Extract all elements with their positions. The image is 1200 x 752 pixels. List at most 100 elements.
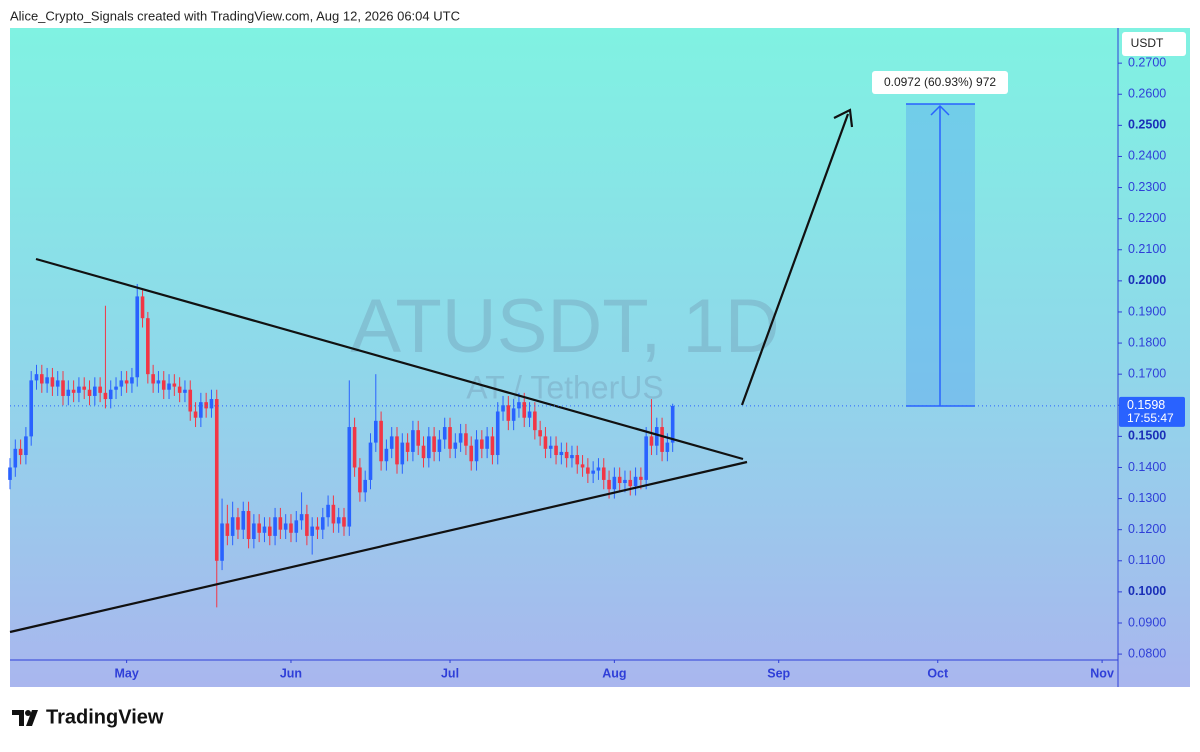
y-tick-label: 0.2000 bbox=[1128, 273, 1166, 287]
candle-body bbox=[172, 383, 177, 387]
candle-body bbox=[464, 433, 468, 446]
x-tick-label: Nov bbox=[1090, 666, 1114, 680]
candle-body bbox=[347, 427, 352, 527]
measure-arrow-head bbox=[930, 104, 950, 116]
candle-body bbox=[119, 380, 124, 387]
candle-body bbox=[299, 514, 304, 521]
candle-body bbox=[130, 377, 134, 384]
measure-label-box bbox=[872, 71, 1008, 94]
candle-body bbox=[527, 411, 532, 418]
candle-body bbox=[607, 479, 611, 490]
candle-body bbox=[490, 436, 495, 456]
candle-body bbox=[644, 436, 648, 480]
candle-body bbox=[336, 517, 341, 524]
candle-body bbox=[522, 402, 527, 418]
arrow-shaft bbox=[740, 113, 850, 406]
candle-body bbox=[8, 467, 12, 480]
candle-body bbox=[596, 467, 601, 471]
candle-body bbox=[82, 386, 87, 390]
y-tick-label: 0.2400 bbox=[1128, 149, 1166, 163]
y-tick-label: 0.1200 bbox=[1128, 522, 1166, 536]
candle-body bbox=[193, 411, 198, 418]
candle-body bbox=[151, 374, 155, 384]
candle-body bbox=[554, 445, 558, 456]
x-tick-label: Oct bbox=[927, 666, 949, 680]
candle-body bbox=[177, 386, 182, 393]
candle-body bbox=[34, 374, 39, 381]
plot-background bbox=[10, 28, 1190, 687]
candle-body bbox=[506, 405, 511, 421]
x-tick-label: May bbox=[114, 666, 138, 680]
candle-body bbox=[103, 392, 108, 400]
candle-body bbox=[225, 523, 230, 536]
candle-body bbox=[77, 386, 81, 393]
candle-body bbox=[98, 386, 102, 393]
watermark-symbol: ATUSDT, 1D bbox=[350, 284, 779, 369]
candle-body bbox=[252, 523, 256, 540]
candle-body bbox=[623, 479, 627, 484]
candle-body bbox=[61, 380, 65, 396]
trendline-lower bbox=[9, 460, 748, 634]
candle-body bbox=[400, 442, 405, 465]
candle-body bbox=[533, 411, 537, 431]
y-tick-label: 0.0800 bbox=[1128, 646, 1166, 660]
y-tick-label: 0.2500 bbox=[1128, 118, 1166, 132]
candle-body bbox=[24, 436, 28, 456]
candle-body bbox=[188, 389, 193, 412]
y-tick-label: 0.2300 bbox=[1128, 180, 1166, 194]
candle-body bbox=[230, 517, 235, 536]
candle-body bbox=[66, 389, 71, 396]
candle-body bbox=[204, 402, 208, 409]
y-tick-label: 0.2700 bbox=[1128, 55, 1166, 69]
candle-body bbox=[358, 467, 362, 493]
candle-body bbox=[617, 476, 622, 484]
candle-body bbox=[161, 380, 166, 390]
candle-body bbox=[87, 389, 92, 396]
candle-body bbox=[124, 380, 129, 384]
candle-body bbox=[633, 476, 638, 487]
candle-body bbox=[639, 476, 643, 480]
candle-body bbox=[495, 411, 500, 456]
candle-body bbox=[469, 445, 474, 462]
candle-body bbox=[601, 467, 606, 480]
trendline-upper bbox=[35, 257, 744, 461]
candle-body bbox=[257, 523, 261, 533]
candle-body bbox=[342, 517, 346, 527]
candle-body bbox=[427, 436, 431, 459]
logo: TradingView bbox=[12, 706, 164, 728]
y-tick-label: 0.2100 bbox=[1128, 242, 1166, 256]
candle-body bbox=[670, 405, 675, 443]
y-tick-label: 0.1800 bbox=[1128, 335, 1166, 349]
measure-label: 0.0972 (60.93%) 972 bbox=[884, 75, 996, 89]
candle-body bbox=[580, 464, 585, 468]
candle-body bbox=[575, 455, 580, 465]
y-tick-label: 0.0900 bbox=[1128, 615, 1166, 629]
candle-body bbox=[591, 470, 595, 474]
candle-body bbox=[18, 448, 23, 456]
candle-body bbox=[167, 383, 171, 390]
candle-body bbox=[474, 439, 479, 462]
candle-body bbox=[368, 442, 373, 480]
candle-body bbox=[564, 451, 569, 459]
candle-body bbox=[45, 377, 49, 384]
candle-body bbox=[294, 520, 299, 533]
candle-body bbox=[538, 430, 542, 437]
candle-body bbox=[405, 442, 410, 452]
arrow-head bbox=[833, 108, 854, 128]
candle-body bbox=[220, 523, 224, 561]
y-tick-label: 0.1900 bbox=[1128, 304, 1166, 318]
candle-body bbox=[416, 430, 421, 446]
candle-body bbox=[289, 523, 293, 533]
y-tick-label: 0.1500 bbox=[1128, 429, 1166, 443]
candle-body bbox=[649, 436, 654, 446]
candle-body bbox=[379, 420, 383, 462]
candle-body bbox=[156, 380, 161, 384]
candle-body bbox=[458, 433, 463, 443]
candle-body bbox=[352, 427, 357, 468]
candle-body bbox=[660, 427, 664, 452]
candle-body bbox=[384, 448, 389, 462]
candle-body bbox=[13, 448, 18, 468]
watermark-name: AT / TetherUS bbox=[466, 369, 663, 405]
